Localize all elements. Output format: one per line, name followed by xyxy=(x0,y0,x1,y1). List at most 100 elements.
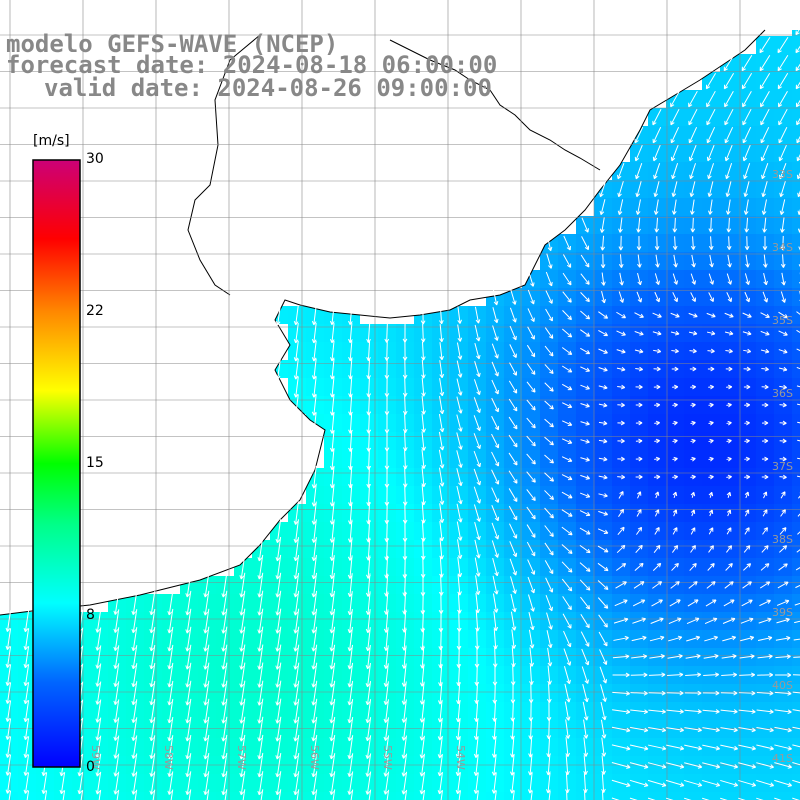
wind-arrow xyxy=(599,217,605,233)
wind-arrow xyxy=(293,590,300,616)
wind-arrow xyxy=(544,327,554,339)
wind-arrow xyxy=(508,398,518,412)
wind-arrow xyxy=(702,690,720,696)
wind-arrow xyxy=(738,779,757,787)
wind-arrow xyxy=(598,348,608,354)
wind-arrow xyxy=(329,735,336,760)
wind-arrow xyxy=(510,611,517,631)
wind-arrow xyxy=(456,432,463,450)
wind-arrow xyxy=(383,699,389,723)
wind-arrow xyxy=(774,779,793,787)
field-cell xyxy=(306,792,324,800)
wind-arrow xyxy=(721,654,737,659)
wind-arrow xyxy=(690,402,696,408)
wind-arrow xyxy=(257,572,264,598)
lat-label: 33S xyxy=(772,168,793,181)
wind-arrow xyxy=(756,762,775,769)
wind-arrow xyxy=(149,662,156,688)
wind-arrow xyxy=(617,438,625,444)
wind-arrow xyxy=(401,735,408,759)
wind-arrow xyxy=(293,734,300,760)
wind-arrow xyxy=(5,700,12,722)
wind-arrow xyxy=(740,617,754,624)
wind-arrow xyxy=(779,545,788,553)
wind-arrow xyxy=(59,772,66,795)
wind-arrow xyxy=(744,491,750,499)
wind-arrow xyxy=(725,366,733,372)
wind-arrow xyxy=(724,330,734,336)
lat-label: 40S xyxy=(772,679,793,692)
wind-arrow xyxy=(185,771,192,795)
wind-arrow xyxy=(756,744,774,751)
wind-arrow xyxy=(618,291,625,303)
field-cell xyxy=(18,792,36,800)
wind-arrow xyxy=(629,797,638,800)
wind-arrow xyxy=(797,531,800,535)
wind-arrow xyxy=(95,627,102,651)
wind-arrow xyxy=(203,698,210,724)
field-cell xyxy=(792,72,800,90)
lat-label: 38S xyxy=(772,533,793,546)
wind-arrow xyxy=(311,590,318,616)
wind-arrow xyxy=(665,797,674,800)
wind-arrow xyxy=(597,562,609,572)
field-cell xyxy=(360,792,378,800)
wind-arrow xyxy=(293,322,299,344)
field-cell xyxy=(162,792,180,800)
wind-arrow xyxy=(545,290,553,304)
wind-arrow xyxy=(670,90,680,108)
wind-arrow xyxy=(383,717,390,741)
lon-label: 55W xyxy=(381,745,394,770)
field-cell xyxy=(270,792,288,800)
wind-arrow xyxy=(616,349,626,354)
wind-arrow xyxy=(690,474,696,480)
wind-arrow xyxy=(673,254,678,268)
wind-arrow xyxy=(798,264,800,267)
wind-arrow xyxy=(599,181,607,198)
wind-arrow xyxy=(739,654,755,659)
field-cell xyxy=(792,576,800,594)
wind-arrow xyxy=(562,420,573,426)
wind-arrow xyxy=(422,789,426,800)
wind-arrow xyxy=(739,672,756,678)
wind-arrow xyxy=(239,680,246,706)
wind-arrow xyxy=(5,646,12,668)
wind-arrow xyxy=(647,762,667,769)
wind-arrow xyxy=(311,680,318,706)
wind-arrow xyxy=(311,340,317,362)
wind-arrow xyxy=(670,108,680,126)
wind-arrow xyxy=(419,771,426,795)
wind-arrow xyxy=(792,744,800,748)
wind-arrow xyxy=(203,608,210,634)
wind-arrow xyxy=(492,558,499,577)
wind-arrow xyxy=(510,576,517,594)
wind-arrow xyxy=(685,672,702,678)
wind-arrow xyxy=(221,680,228,706)
wind-arrow xyxy=(780,509,786,517)
wind-arrow xyxy=(629,762,649,769)
wind-arrow xyxy=(23,772,30,794)
wind-arrow xyxy=(224,789,228,800)
wind-arrow xyxy=(366,323,371,343)
wind-arrow xyxy=(401,771,408,795)
wind-arrow xyxy=(544,490,554,501)
wind-arrow xyxy=(23,664,30,687)
wind-arrow xyxy=(437,753,443,777)
wind-arrow xyxy=(421,413,426,433)
wind-arrow xyxy=(760,330,770,336)
wind-arrow xyxy=(347,771,354,795)
wind-arrow xyxy=(689,562,697,571)
wind-arrow xyxy=(615,581,627,589)
wind-arrow xyxy=(726,384,733,390)
field-cell xyxy=(792,306,800,324)
wind-arrow xyxy=(779,527,787,535)
wind-arrow xyxy=(618,254,624,268)
wind-arrow xyxy=(221,590,228,616)
wind-arrow xyxy=(706,144,715,162)
wind-arrow xyxy=(221,771,228,796)
wind-arrow xyxy=(635,199,641,215)
colorbar-tick-0: 0 xyxy=(86,759,95,775)
wind-arrow xyxy=(509,754,515,776)
field-cell xyxy=(792,450,800,468)
wind-arrow xyxy=(239,771,246,796)
